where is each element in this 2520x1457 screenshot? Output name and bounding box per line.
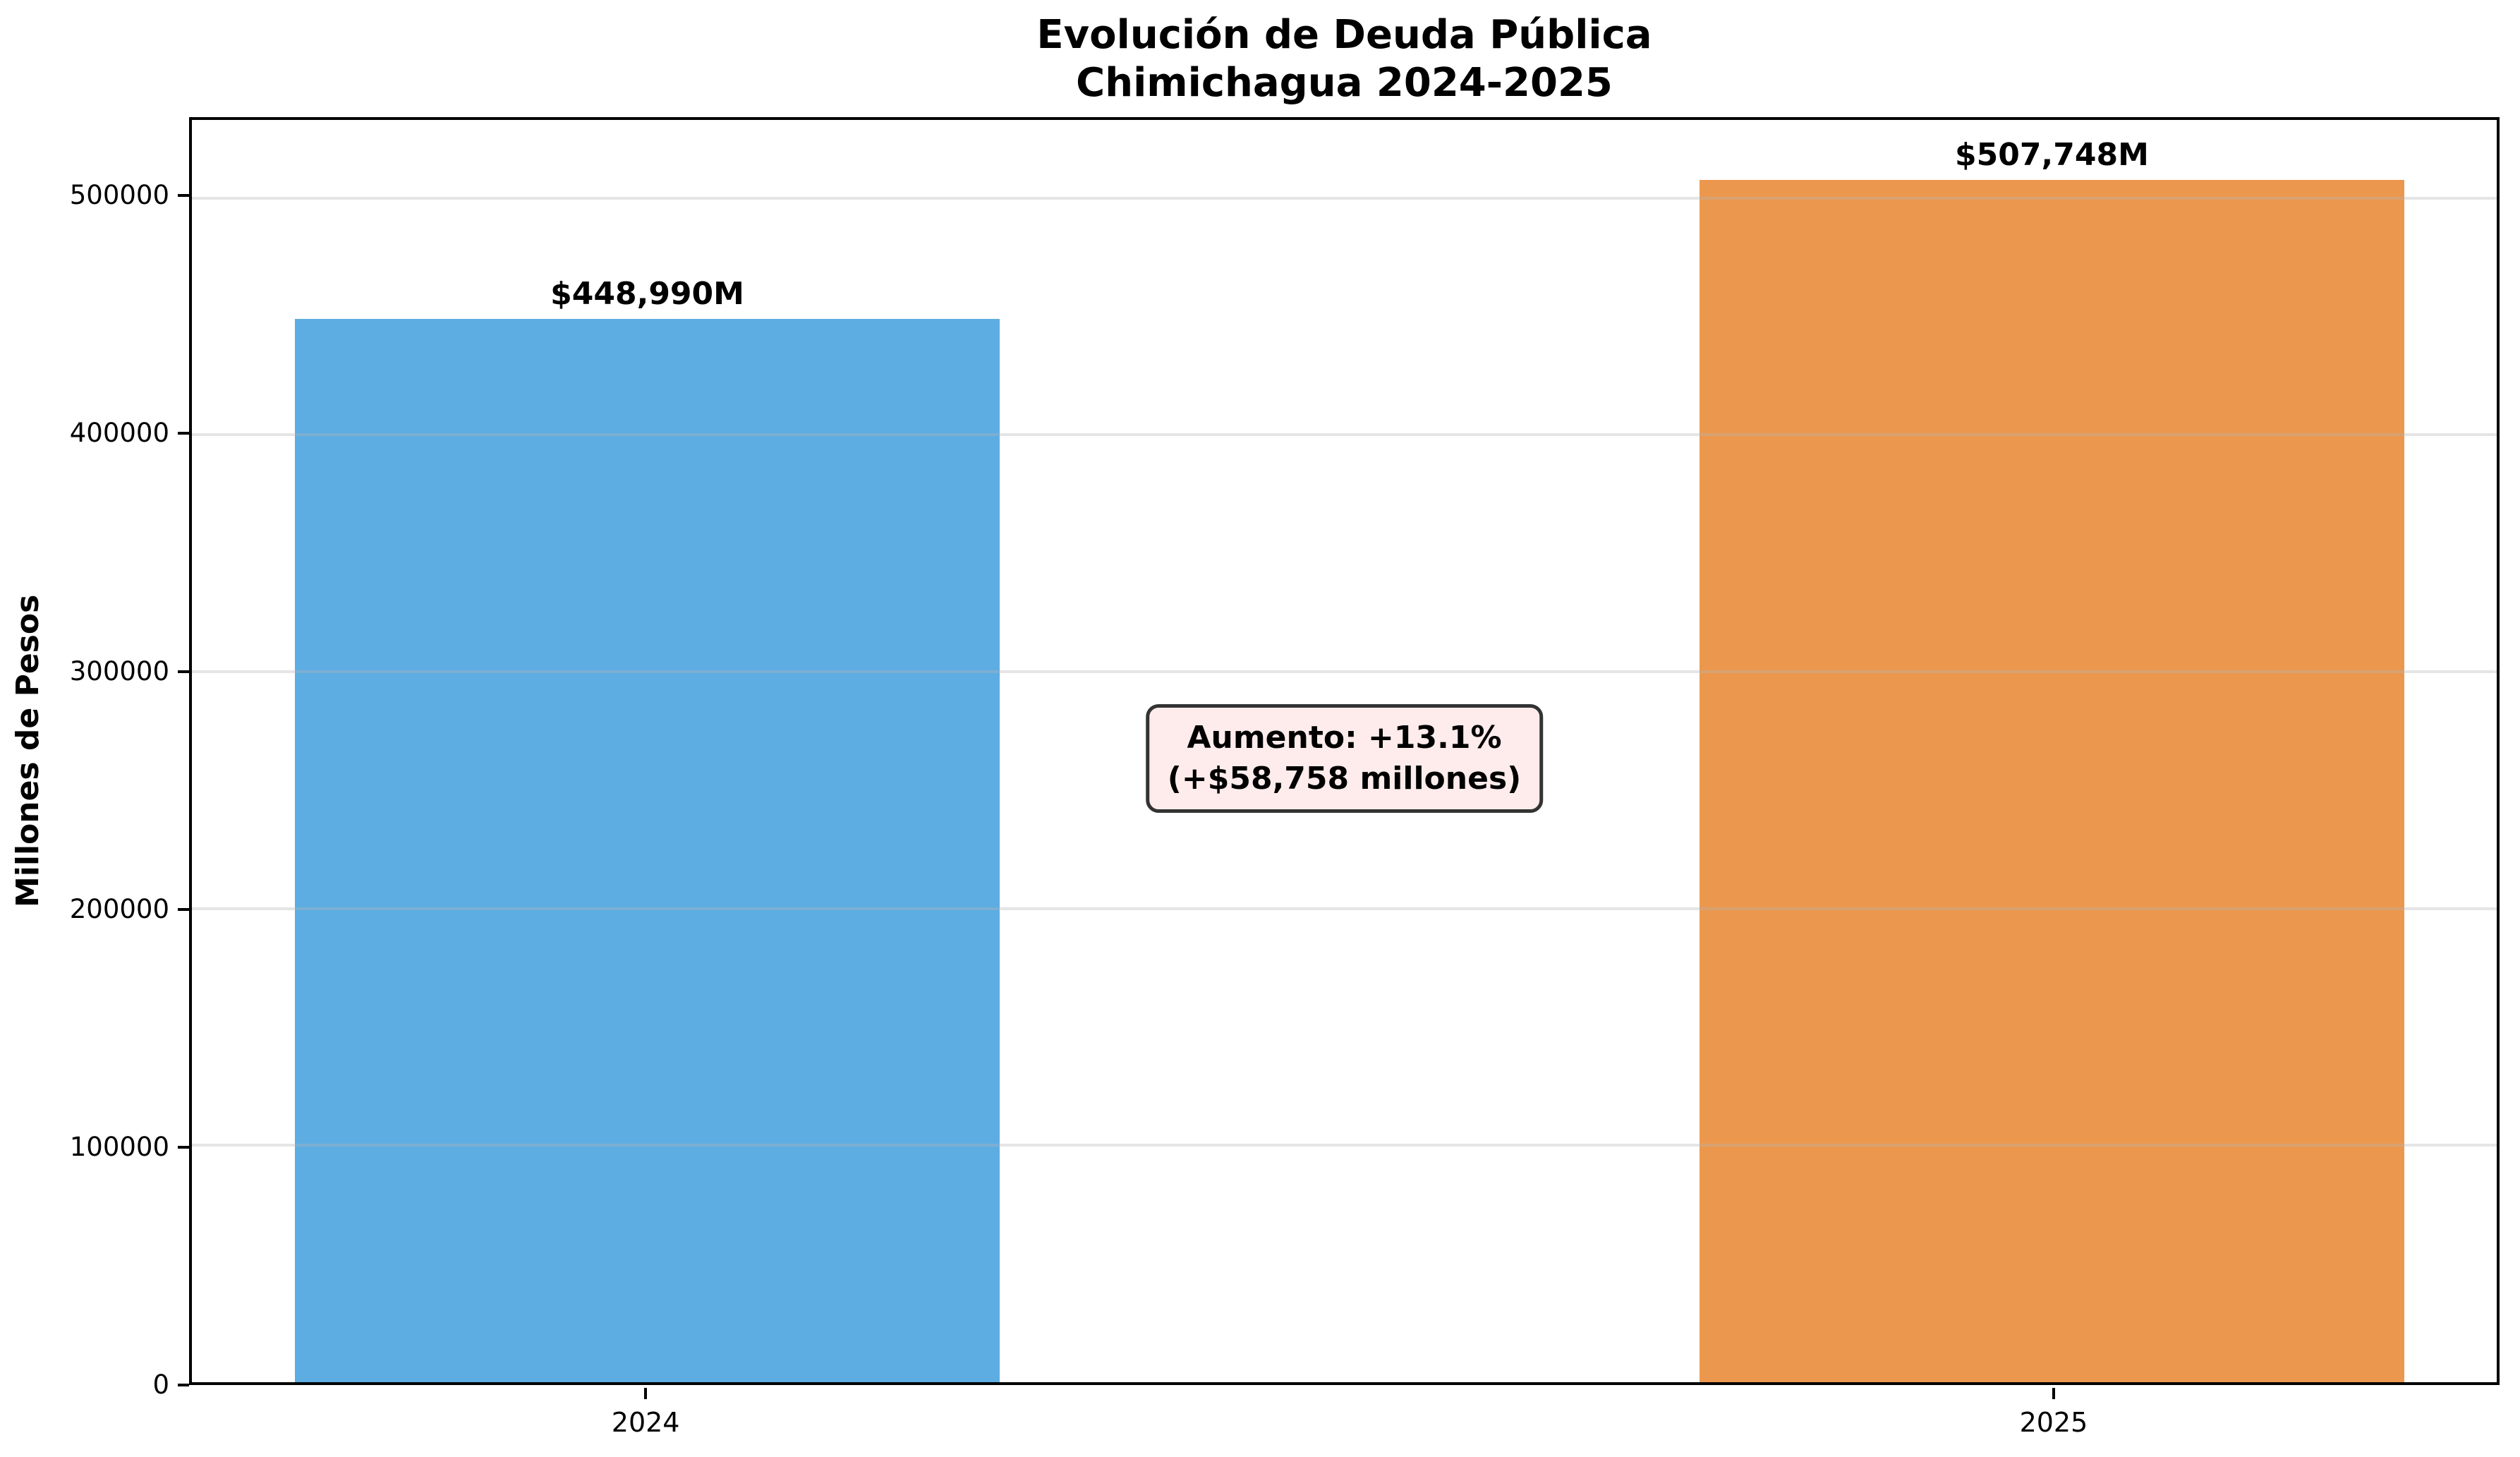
y-tick-mark-300000 [178,670,189,673]
bar-2024: $448,990M [294,276,1000,1382]
chart-title-line1: Evolución de Deuda Pública [1036,12,1652,58]
y-tick-mark-400000 [178,432,189,435]
annotation-line1: Aumento: +13.1% [1187,720,1502,756]
annotation-line2: (+$58,758 millones) [1167,761,1522,797]
y-tick-mark-200000 [178,907,189,911]
y-tick-label-200000: 200000 [69,893,169,924]
y-tick-mark-0 [178,1384,189,1386]
y-tick-label-500000: 500000 [69,180,169,211]
chart-title-line2: Chimichagua 2024-2025 [1076,60,1613,106]
x-tick-label-2025: 2025 [2019,1407,2088,1438]
y-axis-label: Millones de Pesos [10,594,46,908]
bar-value-label-2025: $507,748M [1955,136,2149,173]
gridline-300000 [192,670,2497,674]
y-tick-label-300000: 300000 [69,655,169,687]
x-tick-mark-2025 [2052,1388,2055,1399]
x-tick-label-2024: 2024 [611,1407,680,1438]
x-tick-mark-2024 [644,1388,648,1399]
gridline-400000 [192,433,2497,437]
y-tick-label-100000: 100000 [69,1131,169,1162]
y-tick-label-400000: 400000 [69,418,169,449]
bar-value-label-2024: $448,990M [550,275,744,312]
bar-2025: $507,748M [1699,137,2405,1382]
plot-area: Aumento: +13.1% (+$58,758 millones) $448… [189,117,2500,1385]
gridline-500000 [192,196,2497,200]
gridline-200000 [192,907,2497,910]
y-tick-mark-100000 [178,1145,189,1149]
gridline-100000 [192,1144,2497,1147]
annotation-box: Aumento: +13.1% (+$58,758 millones) [1145,704,1544,814]
y-tick-mark-500000 [178,194,189,198]
chart-title: Evolución de Deuda Pública Chimichagua 2… [189,11,2500,107]
y-tick-label-0: 0 [152,1370,169,1400]
